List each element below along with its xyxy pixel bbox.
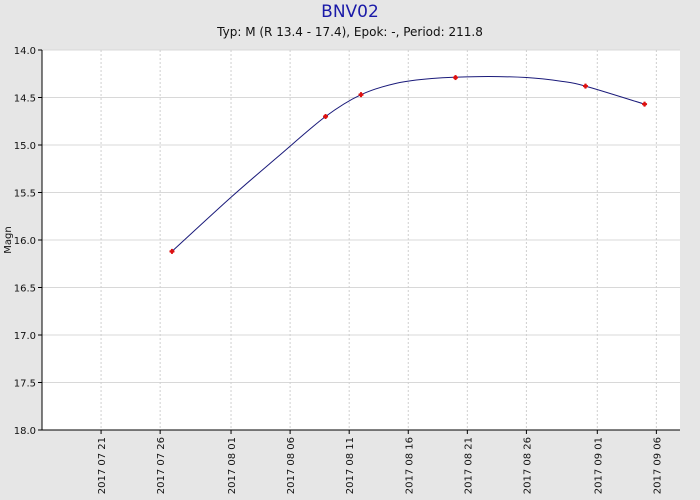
x-tick-label: 2017 08 26 bbox=[522, 437, 533, 494]
data-point bbox=[582, 83, 588, 89]
y-tick-label: 16.0 bbox=[14, 236, 36, 247]
data-point bbox=[323, 114, 329, 119]
y-tick-label: 16.5 bbox=[14, 284, 36, 295]
data-point bbox=[358, 92, 364, 98]
y-tick-label: 17.5 bbox=[14, 379, 36, 390]
y-axis-label: Magn bbox=[3, 226, 14, 253]
data-point-mark bbox=[170, 249, 174, 253]
x-tick-label: 2017 07 26 bbox=[156, 437, 167, 494]
data-point-mark bbox=[583, 84, 587, 88]
y-tick-label: 14.0 bbox=[14, 46, 36, 57]
y-tick-label: 15.0 bbox=[14, 141, 36, 152]
chart-title: BNV02 bbox=[321, 2, 379, 22]
x-tick-label: 2017 09 06 bbox=[652, 437, 663, 494]
data-point bbox=[169, 248, 175, 254]
x-tick-label: 2017 08 21 bbox=[463, 437, 474, 494]
x-tick-label: 2017 07 21 bbox=[97, 437, 108, 494]
y-tick-label: 15.5 bbox=[14, 189, 36, 200]
series bbox=[169, 75, 648, 254]
data-point-mark bbox=[643, 102, 647, 106]
fit-curve-line bbox=[171, 76, 645, 252]
x-tick-label: 2017 08 01 bbox=[227, 437, 238, 494]
data-point-mark bbox=[359, 93, 363, 97]
axes: 14.0 14.5 15.0 15.5 16.0 16.5 17.0 17.5 18.0 2017… bbox=[14, 46, 680, 494]
grid-lines bbox=[42, 49, 680, 431]
data-point bbox=[642, 101, 648, 107]
data-point-mark bbox=[454, 76, 458, 80]
x-tick-label: 2017 09 01 bbox=[593, 437, 604, 494]
y-tick-label: 14.5 bbox=[14, 94, 36, 105]
chart-subtitle: Typ: M (R 13.4 - 17.4), Epok: -, Period:… bbox=[217, 25, 483, 39]
y-tick-label: 18.0 bbox=[14, 426, 36, 437]
data-point bbox=[453, 75, 459, 81]
data-point-mark bbox=[324, 115, 328, 118]
x-tick-label: 2017 08 11 bbox=[345, 437, 356, 494]
x-tick-label: 2017 08 06 bbox=[286, 437, 297, 494]
x-tick-label: 2017 08 16 bbox=[404, 437, 415, 494]
y-tick-label: 17.0 bbox=[14, 331, 36, 342]
